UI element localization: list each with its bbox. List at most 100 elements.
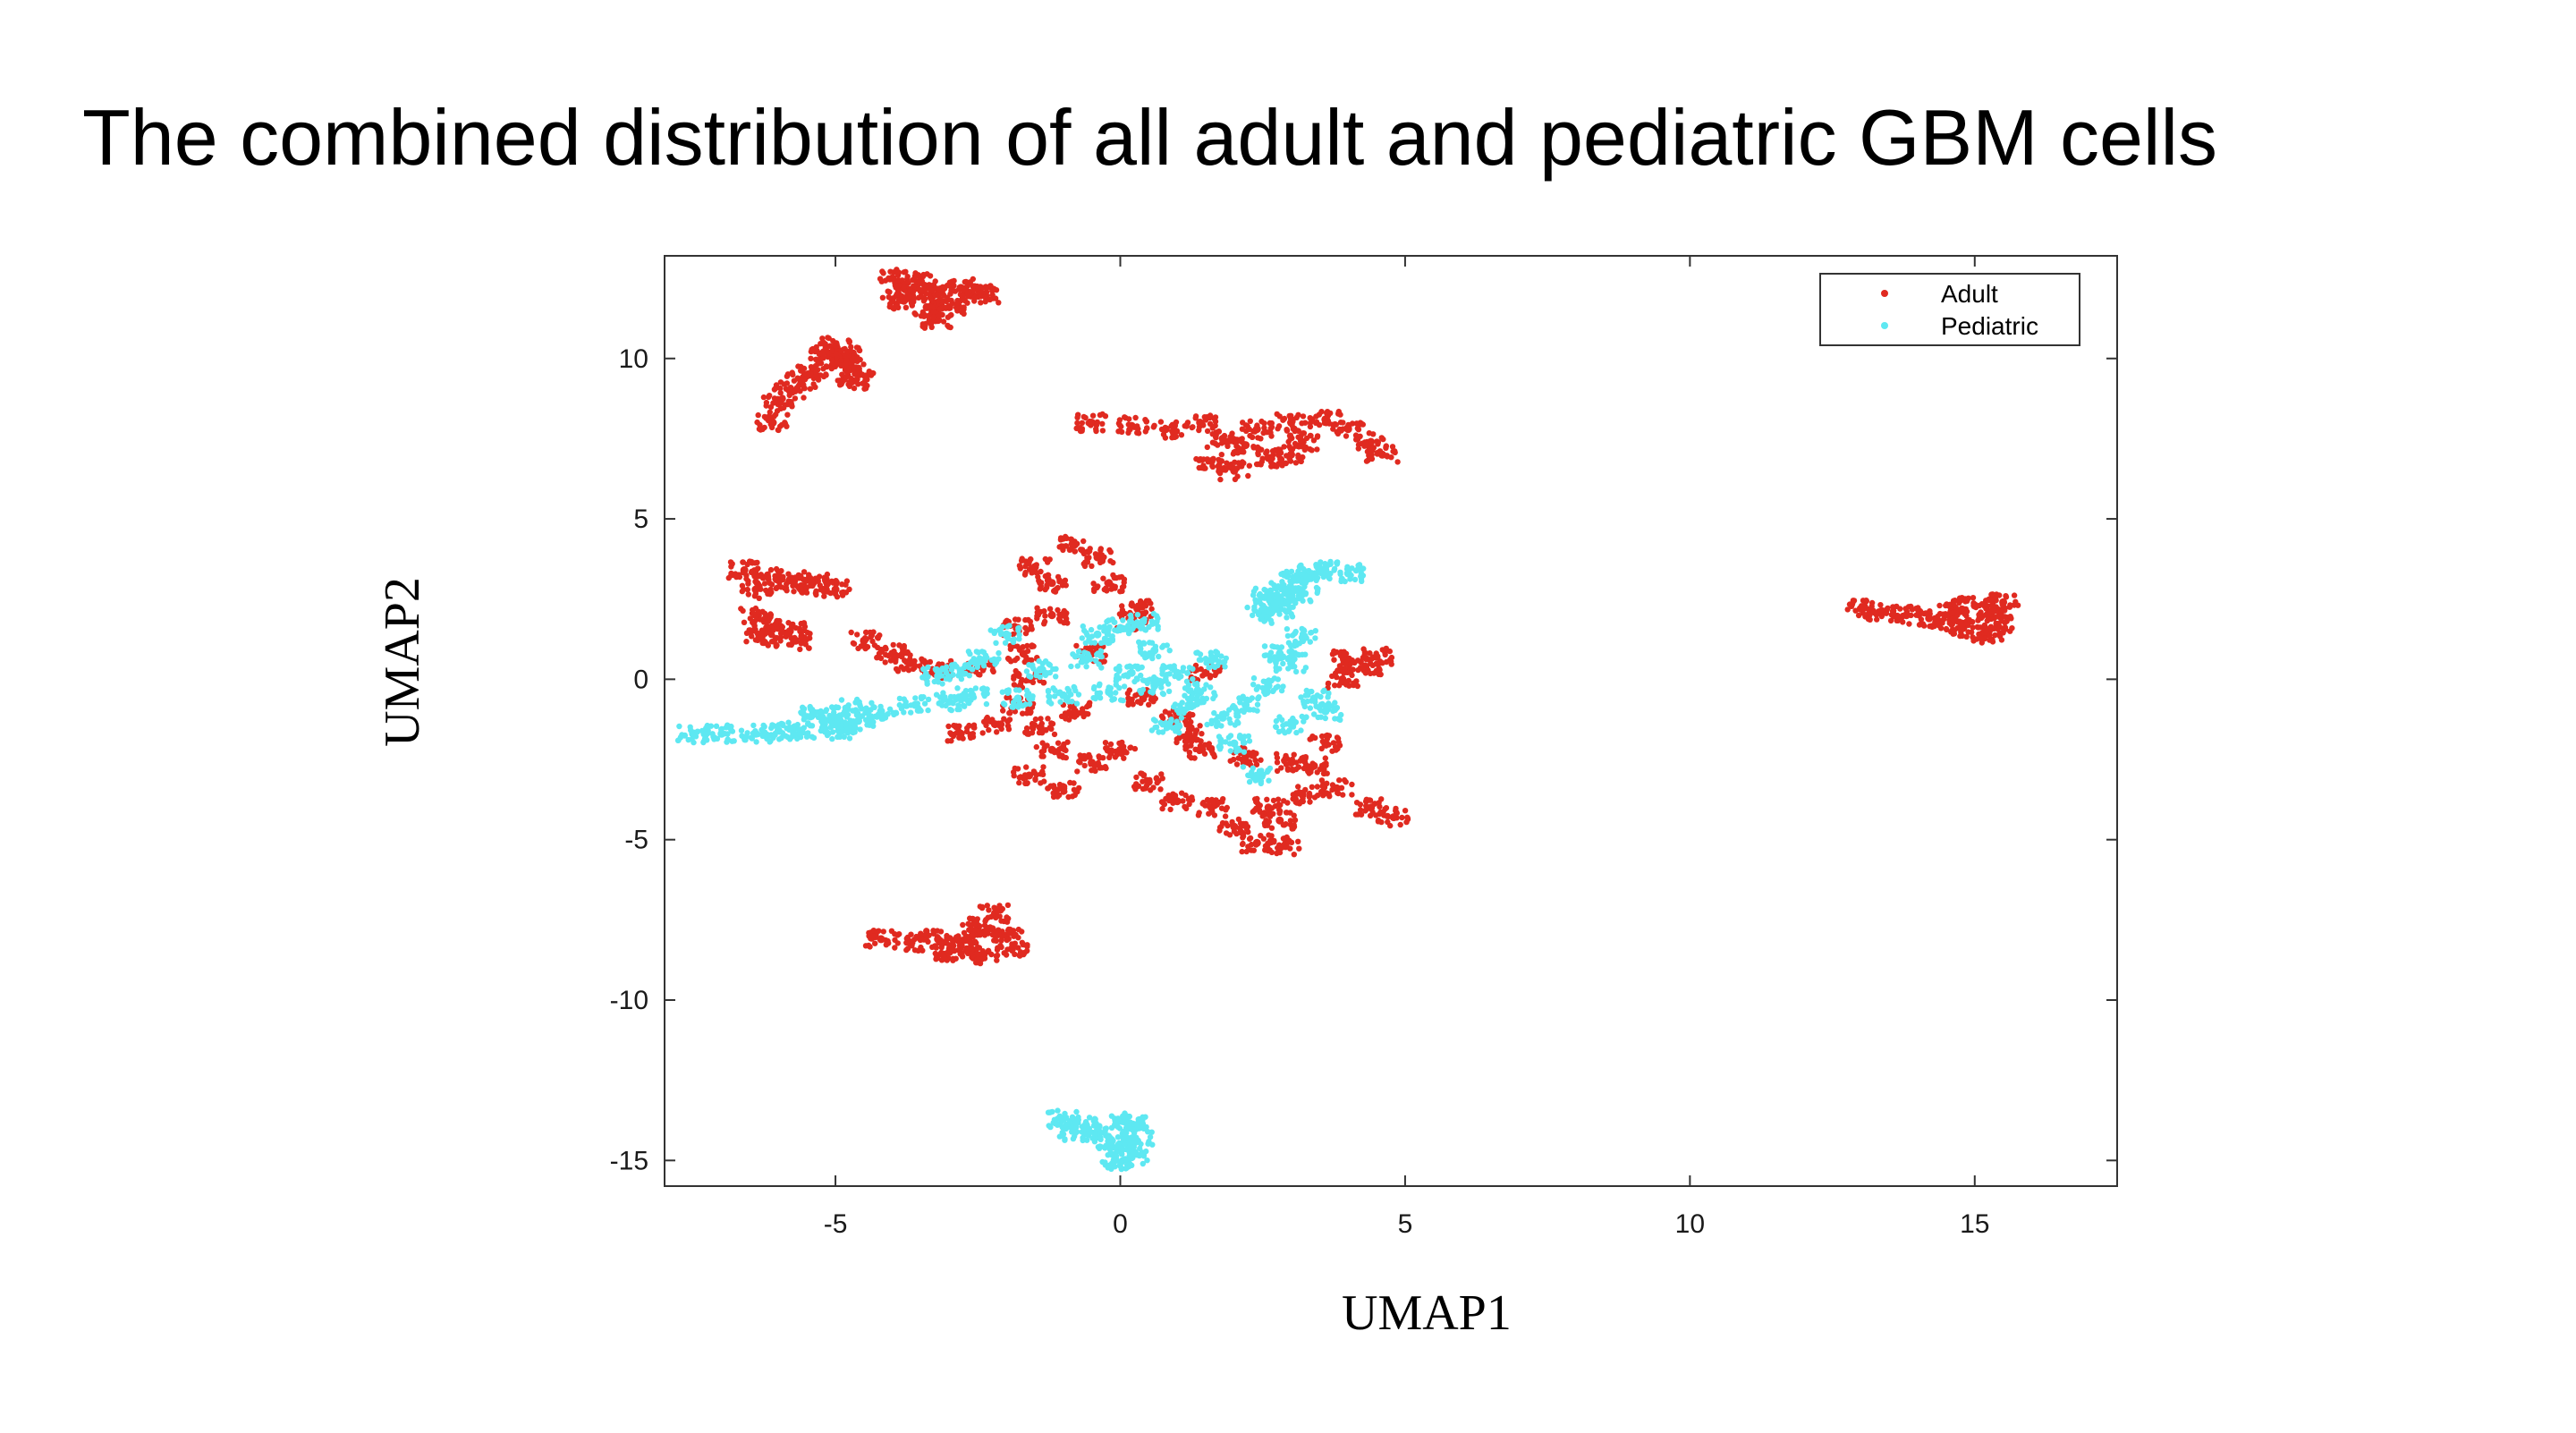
data-point-jitter [1261,820,1268,827]
data-point-jitter [1042,613,1048,619]
data-point-jitter [1026,691,1032,697]
data-point-jitter [1988,591,1995,598]
plot-area [664,255,2118,1187]
data-point-jitter [1289,422,1295,428]
slide-title: The combined distribution of all adult a… [82,93,2217,182]
data-point-jitter [1097,546,1105,552]
x-tick-label: 5 [1398,1209,1413,1239]
data-point-jitter [1225,734,1233,741]
data-point-jitter [848,629,854,636]
data-point-jitter [1048,610,1055,617]
data-point-jitter [776,617,783,624]
data-point-jitter [781,381,787,387]
data-point-jitter [1113,682,1120,688]
data-point-jitter [1302,714,1309,721]
data-point-jitter [948,707,955,714]
data-point-jitter [1073,642,1080,649]
data-point-jitter [1029,626,1035,632]
data-point-jitter [1041,621,1047,627]
data-point-jitter [821,593,827,599]
data-point-jitter [979,730,986,736]
data-point-jitter [1263,605,1269,612]
data-point-jitter [807,631,813,637]
data-point-jitter [1255,451,1261,458]
data-point-jitter [981,284,987,291]
data-point-jitter [1023,668,1030,674]
data-point-jitter [1383,805,1390,811]
data-point-jitter [935,679,942,685]
data-point-jitter [1313,570,1320,577]
y-tick-label: 10 [619,344,648,374]
data-point-jitter [751,628,758,634]
data-point-jitter [1006,623,1013,629]
data-point-jitter [1163,427,1169,433]
data-point-jitter [1284,428,1291,434]
data-point-jitter [1125,695,1131,702]
data-point-jitter [1106,627,1112,633]
data-point-jitter [1079,420,1086,426]
data-point-jitter [1226,741,1233,747]
data-point-jitter [890,641,896,649]
data-point-jitter [839,729,845,735]
data-point-jitter [1316,705,1322,711]
data-point-jitter [1023,725,1030,732]
data-point-jitter [1128,744,1134,750]
data-point-jitter [869,638,876,645]
data-point-jitter [1970,595,1977,601]
data-point-jitter [785,719,792,725]
data-point-jitter [1142,603,1149,609]
data-point-jitter [1133,774,1140,781]
data-point-jitter [1075,649,1082,655]
data-point-jitter [1296,845,1302,852]
data-point-jitter [792,386,799,394]
data-point-jitter [899,293,905,300]
data-point-jitter [864,382,870,389]
data-point-jitter [745,591,751,598]
data-point-jitter [1272,657,1278,665]
data-point-jitter [798,640,804,647]
data-point-jitter [895,297,902,303]
data-point-jitter [1166,671,1173,677]
data-point-jitter [1080,713,1087,720]
data-point-jitter [1022,775,1030,781]
data-point-jitter [1280,586,1286,592]
data-point-jitter [767,415,774,422]
data-point-jitter [1250,682,1257,688]
data-point-jitter [820,366,826,372]
data-point-jitter [1242,422,1250,428]
series-pediatric [674,558,1367,1173]
data-point-jitter [1312,420,1319,426]
data-point-jitter [901,283,908,290]
data-point-jitter [852,370,858,377]
data-point-jitter [777,390,784,396]
data-point-jitter [1292,796,1300,802]
data-point-jitter [780,573,786,580]
cluster-adult-5 [848,533,1411,858]
data-point-jitter [1009,941,1015,947]
data-point-jitter [1166,648,1173,654]
data-point-jitter [1375,439,1382,445]
data-point-jitter [1057,537,1064,543]
data-point-jitter [1056,689,1063,695]
data-point-jitter [1352,437,1360,443]
data-point-jitter [1133,781,1140,787]
data-point-jitter [894,301,901,309]
data-point-jitter [1026,662,1032,668]
data-point-jitter [784,411,791,418]
data-point-jitter [1237,700,1243,706]
data-point-jitter [1959,622,1965,628]
data-point-jitter [1125,421,1132,428]
data-point-jitter [784,632,790,638]
data-point-jitter [1096,683,1103,689]
data-point-jitter [962,670,969,677]
data-point-jitter [1391,813,1397,819]
data-point-jitter [1084,557,1090,564]
data-point-jitter [936,306,944,312]
data-point-jitter [708,723,715,729]
data-point-jitter [1296,789,1302,795]
data-point-jitter [1349,672,1355,679]
data-point-jitter [1227,720,1233,726]
data-point-jitter [1094,690,1100,697]
data-point-jitter [815,360,821,367]
data-point-jitter [1335,790,1341,796]
